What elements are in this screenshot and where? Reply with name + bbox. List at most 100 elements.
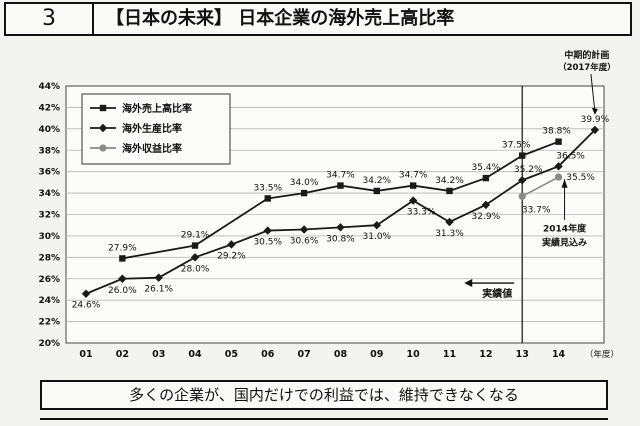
x-unit-label: （年度）: [585, 349, 619, 360]
profit-series-line: [521, 176, 559, 198]
production-series-point: [118, 274, 127, 283]
y-tick-label: 42%: [38, 103, 60, 113]
x-tick-label: 14: [552, 349, 566, 360]
profit-series-point: [554, 173, 563, 181]
x-tick-label: 06: [261, 349, 275, 360]
x-tick-label: 04: [188, 349, 202, 360]
production-series-data-label: 36.5%: [556, 151, 585, 161]
y-tick-label: 24%: [38, 296, 60, 306]
plan-point: [590, 125, 600, 135]
production-series-data-label: 35.2%: [514, 165, 543, 175]
forecast-label-status: 実績見込み: [542, 237, 587, 249]
sales-series-point: [555, 138, 562, 145]
x-tick-label: 08: [334, 349, 348, 360]
chart-container: 20% 22% 24% 26% 28% 30% 32% 34% 36% 38% 40% 42% 44% 0…: [0, 40, 640, 370]
plan-year-annotation: （2017年度）: [558, 62, 616, 73]
y-tick-label: 40%: [38, 125, 60, 135]
y-tick-label: 36%: [38, 168, 60, 178]
y-tick-label: 34%: [38, 189, 60, 199]
production-series-line: [85, 165, 559, 295]
x-tick-label: 01: [79, 349, 92, 360]
y-tick-label: 20%: [38, 339, 60, 349]
sales-series-data-label: 37.5%: [502, 141, 531, 151]
sales-series-point: [519, 152, 526, 159]
x-tick-label: 12: [479, 349, 492, 360]
legend-swatch-marker: [99, 144, 107, 152]
sales-series-data-label: 27.9%: [108, 243, 137, 253]
legend-label: 海外売上高比率: [122, 102, 192, 115]
plan-title-annotation: 中期的計画: [564, 49, 609, 61]
y-tick-label: 44%: [38, 82, 60, 92]
sales-series-data-label: 34.7%: [326, 171, 355, 181]
forecast-label-year: 2014年度: [543, 223, 587, 235]
x-tick-label: 07: [297, 349, 310, 360]
y-tick-label: 22%: [38, 318, 60, 328]
profit-series-data-label: 35.5%: [566, 173, 595, 183]
production-series-point: [336, 223, 345, 232]
plan-connector-line: [557, 129, 596, 167]
production-series-point: [445, 217, 454, 227]
production-series-data-label: 33.3%: [407, 208, 436, 218]
production-series-point: [481, 200, 491, 210]
production-series-point: [81, 289, 91, 298]
sales-series-point: [482, 174, 490, 182]
sales-series-data-label: 34.2%: [363, 176, 392, 186]
production-series-point: [408, 196, 418, 205]
sales-series-point: [264, 195, 271, 202]
plan-arrow-line: [590, 73, 596, 112]
production-series-point: [227, 240, 236, 249]
plan-data-label: 39.9%: [581, 115, 610, 125]
production-series-data-label: 24.6%: [72, 301, 101, 311]
legend-label: 海外生産比率: [122, 122, 182, 135]
sales-series-data-label: 34.2%: [435, 176, 464, 186]
actual-arrow-head: [464, 279, 473, 288]
sales-series-point: [119, 255, 126, 262]
production-series-data-label: 28.0%: [181, 264, 210, 274]
header-box: 3 【日本の未来】 日本企業の海外売上高比率: [4, 2, 632, 36]
production-series-data-label: 31.0%: [363, 232, 392, 242]
x-tick-label: 03: [152, 349, 165, 360]
sales-series-data-label: 34.7%: [399, 171, 428, 181]
sales-series-point: [337, 182, 344, 189]
production-series-data-label: 30.5%: [253, 238, 282, 248]
x-tick-label: 11: [443, 349, 456, 360]
production-series-point: [263, 226, 272, 235]
production-series-data-label: 31.3%: [435, 229, 464, 239]
section-number: 3: [6, 4, 94, 34]
y-tick-label: 26%: [38, 275, 60, 285]
actual-value-label: 実績値: [482, 287, 512, 300]
sales-series-data-label: 29.1%: [181, 231, 210, 241]
line-chart: 20% 22% 24% 26% 28% 30% 32% 34% 36% 38% 40% 42% 44% 0…: [38, 49, 619, 360]
sales-series-data-label: 33.5%: [253, 183, 282, 193]
production-series-point: [190, 253, 200, 262]
production-series-data-label: 32.9%: [472, 212, 501, 222]
x-tick-label: 05: [225, 349, 238, 360]
production-series-data-label: 29.2%: [217, 251, 246, 261]
legend-label: 海外収益比率: [122, 142, 182, 155]
y-tick-label: 32%: [38, 211, 60, 221]
page-title: 【日本の未来】 日本企業の海外売上高比率: [106, 8, 455, 29]
y-tick-label: 38%: [38, 146, 60, 156]
sales-series-point: [300, 189, 308, 197]
legend-swatch-marker: [99, 104, 107, 112]
x-tick-label: 10: [407, 349, 421, 360]
x-tick-label: 02: [116, 349, 129, 360]
plan-arrow-head: [591, 107, 598, 115]
profit-series-data-label: 33.7%: [522, 205, 551, 215]
forecast-arrow-head: [561, 179, 568, 188]
x-tick-label: 13: [516, 349, 529, 360]
sales-series-point: [446, 187, 453, 195]
production-series-point: [372, 221, 382, 230]
production-series-data-label: 26.0%: [108, 286, 137, 296]
y-tick-label: 30%: [38, 232, 60, 242]
sales-series-point: [191, 242, 199, 249]
production-series-data-label: 30.8%: [326, 234, 355, 244]
sales-series-data-label: 34.0%: [290, 178, 319, 188]
sales-series-data-label: 35.4%: [472, 163, 501, 173]
x-tick-label: 09: [370, 349, 383, 360]
profit-series-point: [518, 192, 526, 200]
sales-series-data-label: 38.8%: [542, 127, 571, 137]
footer-caption: 多くの企業が、国内だけでの利益では、維持できなくなる: [40, 380, 608, 410]
bottom-divider: [40, 418, 608, 420]
production-series-data-label: 30.6%: [290, 236, 319, 246]
